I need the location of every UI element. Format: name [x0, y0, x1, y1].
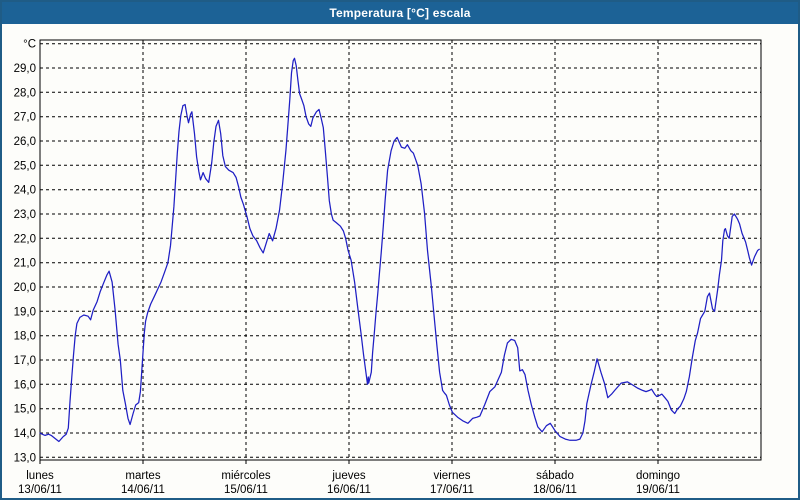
y-tick-label: 28,0 — [14, 87, 36, 99]
x-tick-weekday-label: miércoles — [221, 470, 270, 482]
y-tick-label: 13,0 — [14, 452, 36, 464]
x-tick-date-label: 13/06/11 — [18, 484, 62, 496]
y-tick-label: 17,0 — [14, 355, 36, 367]
temperature-series-line — [39, 57, 760, 443]
y-tick-label: 21,0 — [14, 258, 36, 270]
y-tick-label: 23,0 — [14, 209, 36, 221]
y-tick-label: 27,0 — [14, 112, 36, 124]
window-title: Temperatura [°C] escala — [329, 6, 471, 20]
x-tick-weekday-label: lunes — [26, 470, 54, 482]
y-tick-label: 26,0 — [14, 136, 36, 148]
y-tick-label: 20,0 — [14, 282, 36, 294]
x-tick-weekday-label: viernes — [433, 470, 470, 482]
x-tick-weekday-label: domingo — [636, 470, 680, 482]
x-tick-date-label: 18/06/11 — [533, 484, 577, 496]
y-tick-label: 24,0 — [14, 185, 36, 197]
x-tick-weekday-label: sábado — [536, 470, 574, 482]
x-tick-date-label: 19/06/11 — [636, 484, 680, 496]
x-tick-date-label: 17/06/11 — [430, 484, 474, 496]
x-tick-weekday-label: jueves — [331, 470, 365, 482]
y-tick-label: 18,0 — [14, 331, 36, 343]
plot-frame — [39, 39, 762, 461]
y-axis-unit-label: °C — [23, 39, 36, 51]
y-tick-label: 25,0 — [14, 160, 36, 172]
y-tick-label: 16,0 — [14, 379, 36, 391]
x-tick-date-label: 16/06/11 — [327, 484, 371, 496]
y-tick-label: 29,0 — [14, 63, 36, 75]
y-tick-label: 19,0 — [14, 306, 36, 318]
y-tick-label: 14,0 — [14, 428, 36, 440]
y-tick-label: 15,0 — [14, 404, 36, 416]
window-titlebar: Temperatura [°C] escala — [2, 2, 798, 24]
x-tick-date-label: 15/06/11 — [224, 484, 268, 496]
x-tick-weekday-label: martes — [125, 470, 160, 482]
y-tick-label: 22,0 — [14, 233, 36, 245]
x-tick-date-label: 14/06/11 — [121, 484, 165, 496]
